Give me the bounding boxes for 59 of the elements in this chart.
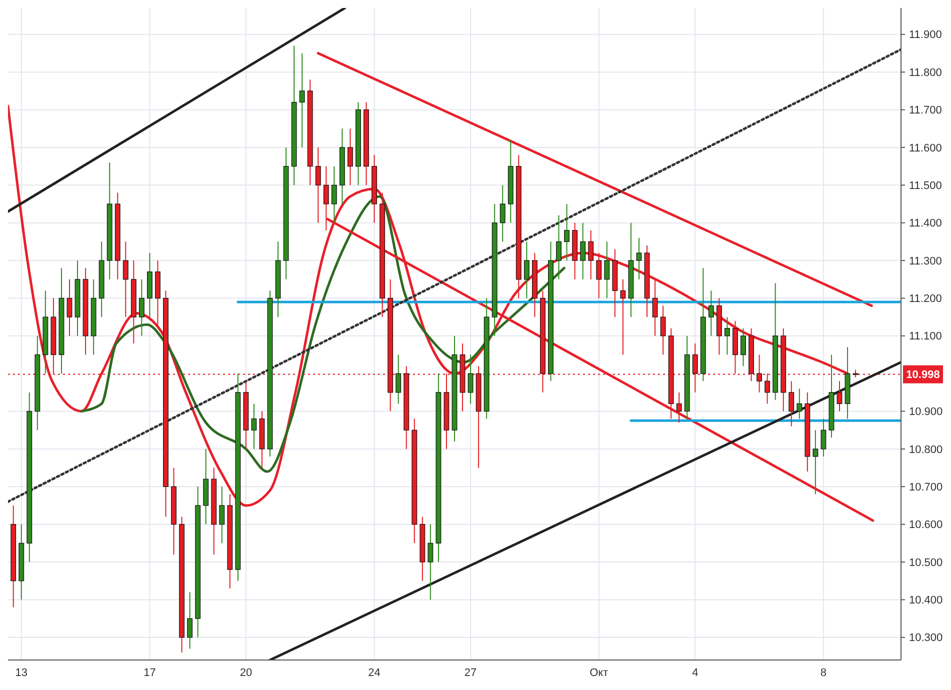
- y-tick-label: 10.600: [909, 519, 943, 532]
- candlestick: [652, 278, 658, 336]
- y-tick-label: 11.200: [909, 293, 942, 306]
- y-tick-label: 10.500: [909, 556, 943, 569]
- y-tick-label: 11.500: [909, 180, 942, 192]
- y-tick-label: 11.900: [909, 29, 942, 42]
- candlestick: [315, 146, 321, 224]
- x-tick-label: 13: [15, 667, 28, 679]
- x-tick-label: 20: [240, 667, 252, 679]
- x-tick-label: 8: [820, 667, 827, 679]
- candlestick: [580, 222, 586, 280]
- candlestick: [596, 252, 602, 299]
- x-tick-label: 24: [368, 667, 380, 679]
- candlestick: [524, 241, 530, 299]
- candlestick: [604, 241, 610, 299]
- candlestick: [66, 278, 72, 336]
- y-tick-label: 11.300: [909, 255, 942, 268]
- candlestick: [588, 230, 594, 280]
- x-tick-label: 4: [692, 667, 698, 679]
- candlestick: [660, 305, 666, 356]
- candlestick: [348, 128, 353, 186]
- candlestick: [708, 290, 714, 336]
- candlestick: [676, 392, 682, 424]
- candlestick: [122, 241, 128, 318]
- y-tick-label: 11.800: [909, 66, 942, 79]
- candlestick: [331, 166, 337, 224]
- candlestick: [468, 354, 474, 404]
- candlestick: [740, 328, 746, 367]
- candlestick: [812, 430, 818, 495]
- y-tick-label: 11.700: [909, 104, 942, 117]
- x-tick-label: 17: [144, 667, 156, 679]
- candlestick: [299, 52, 305, 148]
- y-tick-label: 10.400: [909, 594, 943, 607]
- x-tick-label: 27: [464, 667, 477, 679]
- y-tick-label: 10.900: [909, 406, 943, 418]
- candlestick: [564, 203, 570, 262]
- y-tick-label: 10.800: [909, 444, 943, 456]
- candlestick: [796, 388, 802, 420]
- candlestick: [251, 403, 257, 450]
- candlestick: [820, 418, 826, 457]
- x-tick-label: Окт: [590, 667, 608, 679]
- y-tick-label: 11.600: [909, 142, 942, 154]
- candlestick: [620, 278, 626, 356]
- ref-line-label: 10.998: [906, 369, 940, 382]
- candlestick: [724, 316, 730, 356]
- candlestick: [187, 592, 193, 650]
- candlestick: [788, 380, 794, 427]
- candlestick: [428, 524, 434, 600]
- candlestick: [636, 237, 642, 280]
- candlestick: [500, 184, 506, 242]
- y-tick-label: 10.300: [909, 632, 943, 644]
- candlestick: [138, 278, 144, 336]
- candlestick: [836, 380, 842, 412]
- candlestick: [219, 486, 225, 544]
- y-tick-label: 11.400: [909, 218, 942, 230]
- y-tick-label: 11.100: [909, 330, 942, 343]
- candlestick: [396, 354, 402, 404]
- y-tick-label: 10.700: [909, 481, 943, 494]
- candlestick: [556, 214, 562, 280]
